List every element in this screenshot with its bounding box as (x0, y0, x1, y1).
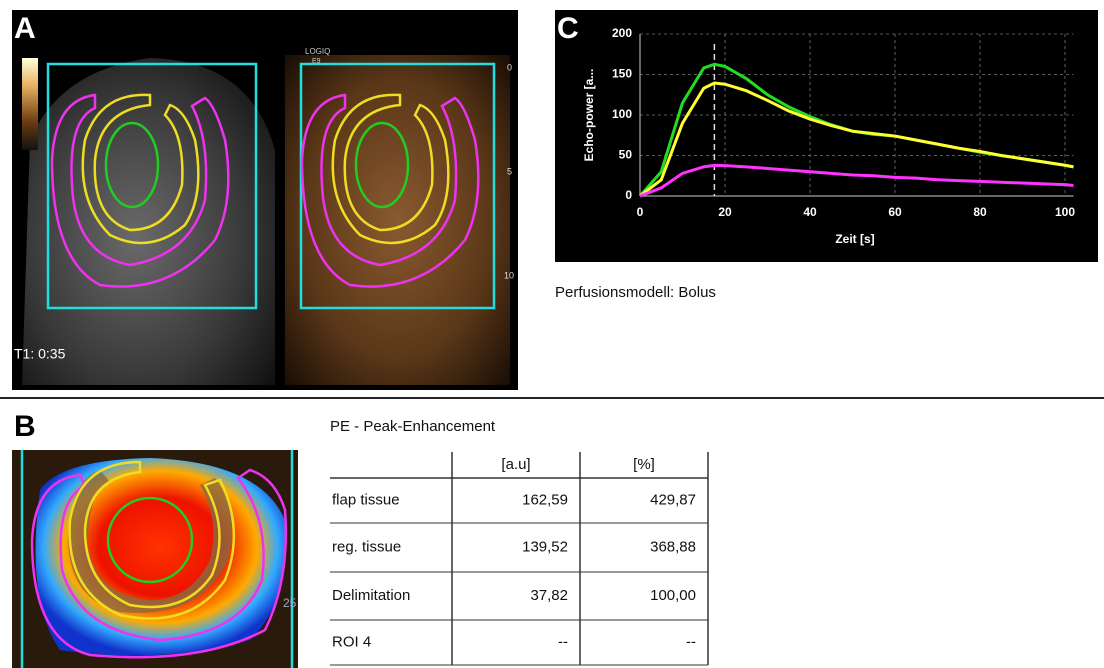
y-tick-label: 0 (625, 188, 632, 202)
depth-mark: 5 (507, 166, 512, 176)
panel-c: C Echo-power [a... Zeit [s] 050100150200… (555, 10, 1098, 262)
chart-background (555, 10, 1098, 262)
timestamp: T1: 0:35 (14, 346, 66, 362)
table-cell: 37,82 (530, 587, 568, 604)
column-header: [%] (633, 456, 655, 473)
row-label: Delimitation (332, 587, 410, 604)
y-tick-label: 150 (612, 67, 632, 81)
x-tick-label: 20 (718, 205, 732, 219)
table-cell: 100,00 (650, 587, 696, 604)
depth-mark: 25 (283, 596, 297, 610)
x-tick-label: 0 (637, 205, 644, 219)
panel-label: C (557, 12, 579, 45)
table-cell: 429,87 (650, 491, 696, 508)
table-title: PE - Peak-Enhancement (330, 418, 496, 435)
figure: A T1: 0:35 LOGIQ E9 0 5 10 B 25 C Echo-p… (0, 0, 1104, 668)
row-label: flap tissue (332, 491, 400, 508)
x-tick-label: 60 (888, 205, 902, 219)
x-tick-label: 100 (1055, 205, 1075, 219)
y-tick-label: 50 (619, 148, 633, 162)
column-header: [a.u] (501, 456, 530, 473)
panel-label: A (14, 12, 36, 45)
panel-a: A T1: 0:35 LOGIQ E9 0 5 10 (12, 10, 518, 390)
depth-mark: 0 (507, 62, 512, 72)
table-cell: 368,88 (650, 538, 696, 555)
row-label: ROI 4 (332, 633, 371, 650)
panel-b: B 25 (12, 410, 298, 668)
device-label: E9 (312, 58, 321, 65)
x-axis-label: Zeit [s] (835, 232, 874, 246)
table-cell: -- (558, 633, 568, 650)
model-note: Perfusionsmodell: Bolus (555, 284, 716, 301)
device-label: LOGIQ (305, 47, 330, 56)
color-bar (22, 58, 38, 150)
table-cell: -- (686, 633, 696, 650)
y-axis-label: Echo-power [a... (582, 69, 596, 162)
ultrasound-image (22, 58, 275, 385)
x-tick-label: 80 (973, 205, 987, 219)
row-label: reg. tissue (332, 538, 401, 555)
y-tick-label: 100 (612, 107, 632, 121)
results-table: PE - Peak-Enhancement [a.u] [%] flap tissu… (330, 418, 708, 665)
depth-mark: 10 (504, 270, 514, 280)
table-cell: 162,59 (522, 491, 568, 508)
x-tick-label: 40 (803, 205, 817, 219)
y-tick-label: 200 (612, 26, 632, 40)
table-cell: 139,52 (522, 538, 568, 555)
panel-label: B (14, 410, 36, 443)
